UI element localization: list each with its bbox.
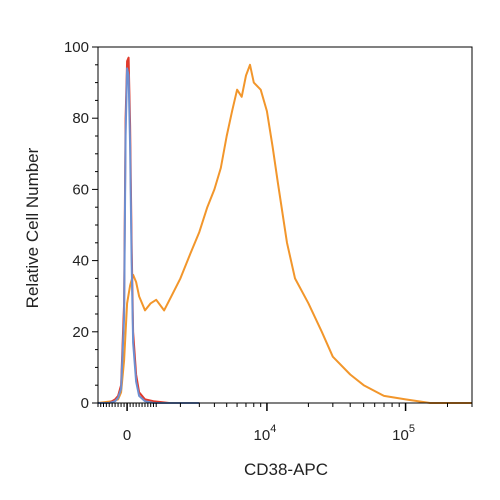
y-tick-label: 0 bbox=[81, 395, 89, 412]
histogram-series-line bbox=[98, 67, 200, 404]
y-axis-title: Relative Cell Number bbox=[23, 147, 42, 308]
x-tick-label: 104 bbox=[254, 423, 277, 444]
y-tick-label: 80 bbox=[72, 110, 89, 127]
x-tick-exponent: 4 bbox=[270, 423, 276, 435]
x-tick-exponent: 5 bbox=[409, 423, 415, 435]
y-axis: 0 20 40 60 80 100 bbox=[64, 39, 98, 412]
x-tick-label: 105 bbox=[392, 423, 415, 444]
y-tick-label: 100 bbox=[64, 39, 89, 56]
histogram-series-line bbox=[98, 56, 200, 404]
x-tick-label: 0 bbox=[123, 427, 131, 444]
x-axis-title: CD38-APC bbox=[244, 460, 328, 479]
x-axis: 0 104 105 bbox=[97, 403, 473, 444]
histogram-series-line bbox=[97, 63, 472, 404]
y-tick-label: 40 bbox=[72, 253, 89, 270]
y-tick-label: 20 bbox=[72, 324, 89, 341]
y-tick-label: 60 bbox=[72, 181, 89, 198]
histogram-curves bbox=[97, 56, 472, 404]
